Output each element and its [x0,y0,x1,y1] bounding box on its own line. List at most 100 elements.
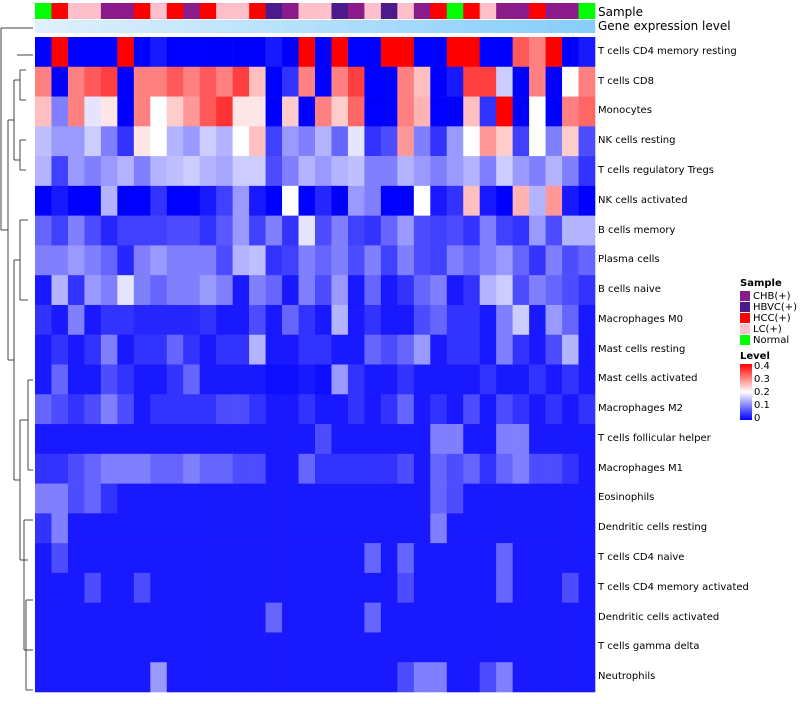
heatmap-cell [578,185,596,216]
heatmap-cell [133,156,151,187]
heatmap-cell [216,543,233,574]
heatmap-cell [463,483,481,514]
heatmap-cell [35,304,52,336]
heatmap-cell [249,394,266,425]
heatmap-cell [331,364,349,395]
heatmap-cell [479,126,497,157]
row-label: Mast cells activated [598,373,698,385]
heatmap-cell [298,304,316,336]
heatmap-cell [496,215,513,246]
heatmap-cell [512,126,530,157]
heatmap-cell [331,156,349,187]
normal-swatch [740,335,750,345]
heatmap-cell [232,156,250,187]
heatmap-cell [496,602,513,633]
heatmap-cell [232,364,250,395]
expression-level-annotation [512,20,530,33]
heatmap-cell [150,156,168,187]
heatmap-cell [463,424,481,455]
heatmap-cell [282,453,299,484]
heatmap-cell [512,453,530,484]
heatmap-cell [117,632,135,663]
legend-item-hcc: HCC(+) [740,313,791,324]
legend-item-normal: Normal [740,335,789,346]
heatmap-cell [562,394,579,425]
expression-level-annotation [446,20,464,33]
heatmap-cell [562,543,579,574]
heatmap-cell [512,156,530,187]
heatmap-cell [496,424,513,455]
heatmap-cell [380,275,398,306]
heatmap-cell [199,185,217,216]
heatmap-cell [479,334,497,365]
heatmap-cell [430,364,448,395]
heatmap-cell [496,662,513,693]
heatmap-cell [315,662,332,693]
heatmap-cell [413,543,431,574]
sample-annotation-hbvc [380,3,398,19]
heatmap-cell [397,275,415,306]
heatmap-cell [529,96,546,127]
sample-annotation-hcc [133,3,151,19]
heatmap-cell [512,96,530,127]
heatmap-cell [298,424,316,455]
heatmap-cell [430,394,448,425]
heatmap-cell [265,126,283,157]
heatmap-cell [51,543,69,574]
heatmap-cell [232,66,250,97]
heatmap-cell [562,66,579,97]
heatmap-cell [578,543,596,574]
heatmap-cell [529,483,546,514]
heatmap-cell [84,513,102,544]
heatmap-cell [347,156,365,187]
heatmap-cell [67,304,85,336]
heatmap-cell [265,424,283,455]
heatmap-cell [183,602,201,633]
heatmap-cell [512,513,530,544]
heatmap-cell [51,424,69,455]
heatmap-cell [282,304,299,336]
heatmap-cell [51,364,69,395]
heatmap-cell [479,304,497,336]
heatmap-cell [529,185,546,216]
expression-level-annotation [397,20,415,33]
heatmap-cell [298,334,316,365]
sample-track-label: Sample [598,5,643,19]
heatmap-cell [183,334,201,365]
expression-level-annotation [413,20,431,33]
heatmap-cell [545,453,563,484]
heatmap-cell [216,245,233,276]
heatmap-cell [479,602,497,633]
heatmap-cell [529,602,546,633]
heatmap-cell [364,126,382,157]
heatmap-cell [282,245,299,276]
heatmap-cell [216,424,233,455]
heatmap-cell [463,572,481,603]
heatmap-cell [496,304,513,336]
heatmap-cell [183,37,201,68]
heatmap-cell [512,394,530,425]
level-gradient-bar [740,364,752,420]
heatmap-cell [216,572,233,603]
heatmap-cell [232,424,250,455]
row-label: Monocytes [598,105,652,117]
heatmap-cell [232,572,250,603]
heatmap-cell [413,364,431,395]
sample-annotation-hcc [430,3,448,19]
heatmap-cell [35,37,52,68]
heatmap-cell [315,37,332,68]
heatmap-cell [331,185,349,216]
heatmap-cell [463,275,481,306]
expression-level-annotation [298,20,316,33]
heatmap-cell [331,394,349,425]
row-label: NK cells resting [598,135,676,147]
heatmap-cell [578,364,596,395]
expression-level-annotation [35,20,52,33]
heatmap-cell [413,215,431,246]
sample-annotation-lc [315,3,332,19]
legend-item-hbvc: HBVC(+) [740,302,797,313]
heatmap-cell [463,513,481,544]
heatmap-cell [265,513,283,544]
sample-annotation-lc [397,3,415,19]
heatmap-cell [364,424,382,455]
